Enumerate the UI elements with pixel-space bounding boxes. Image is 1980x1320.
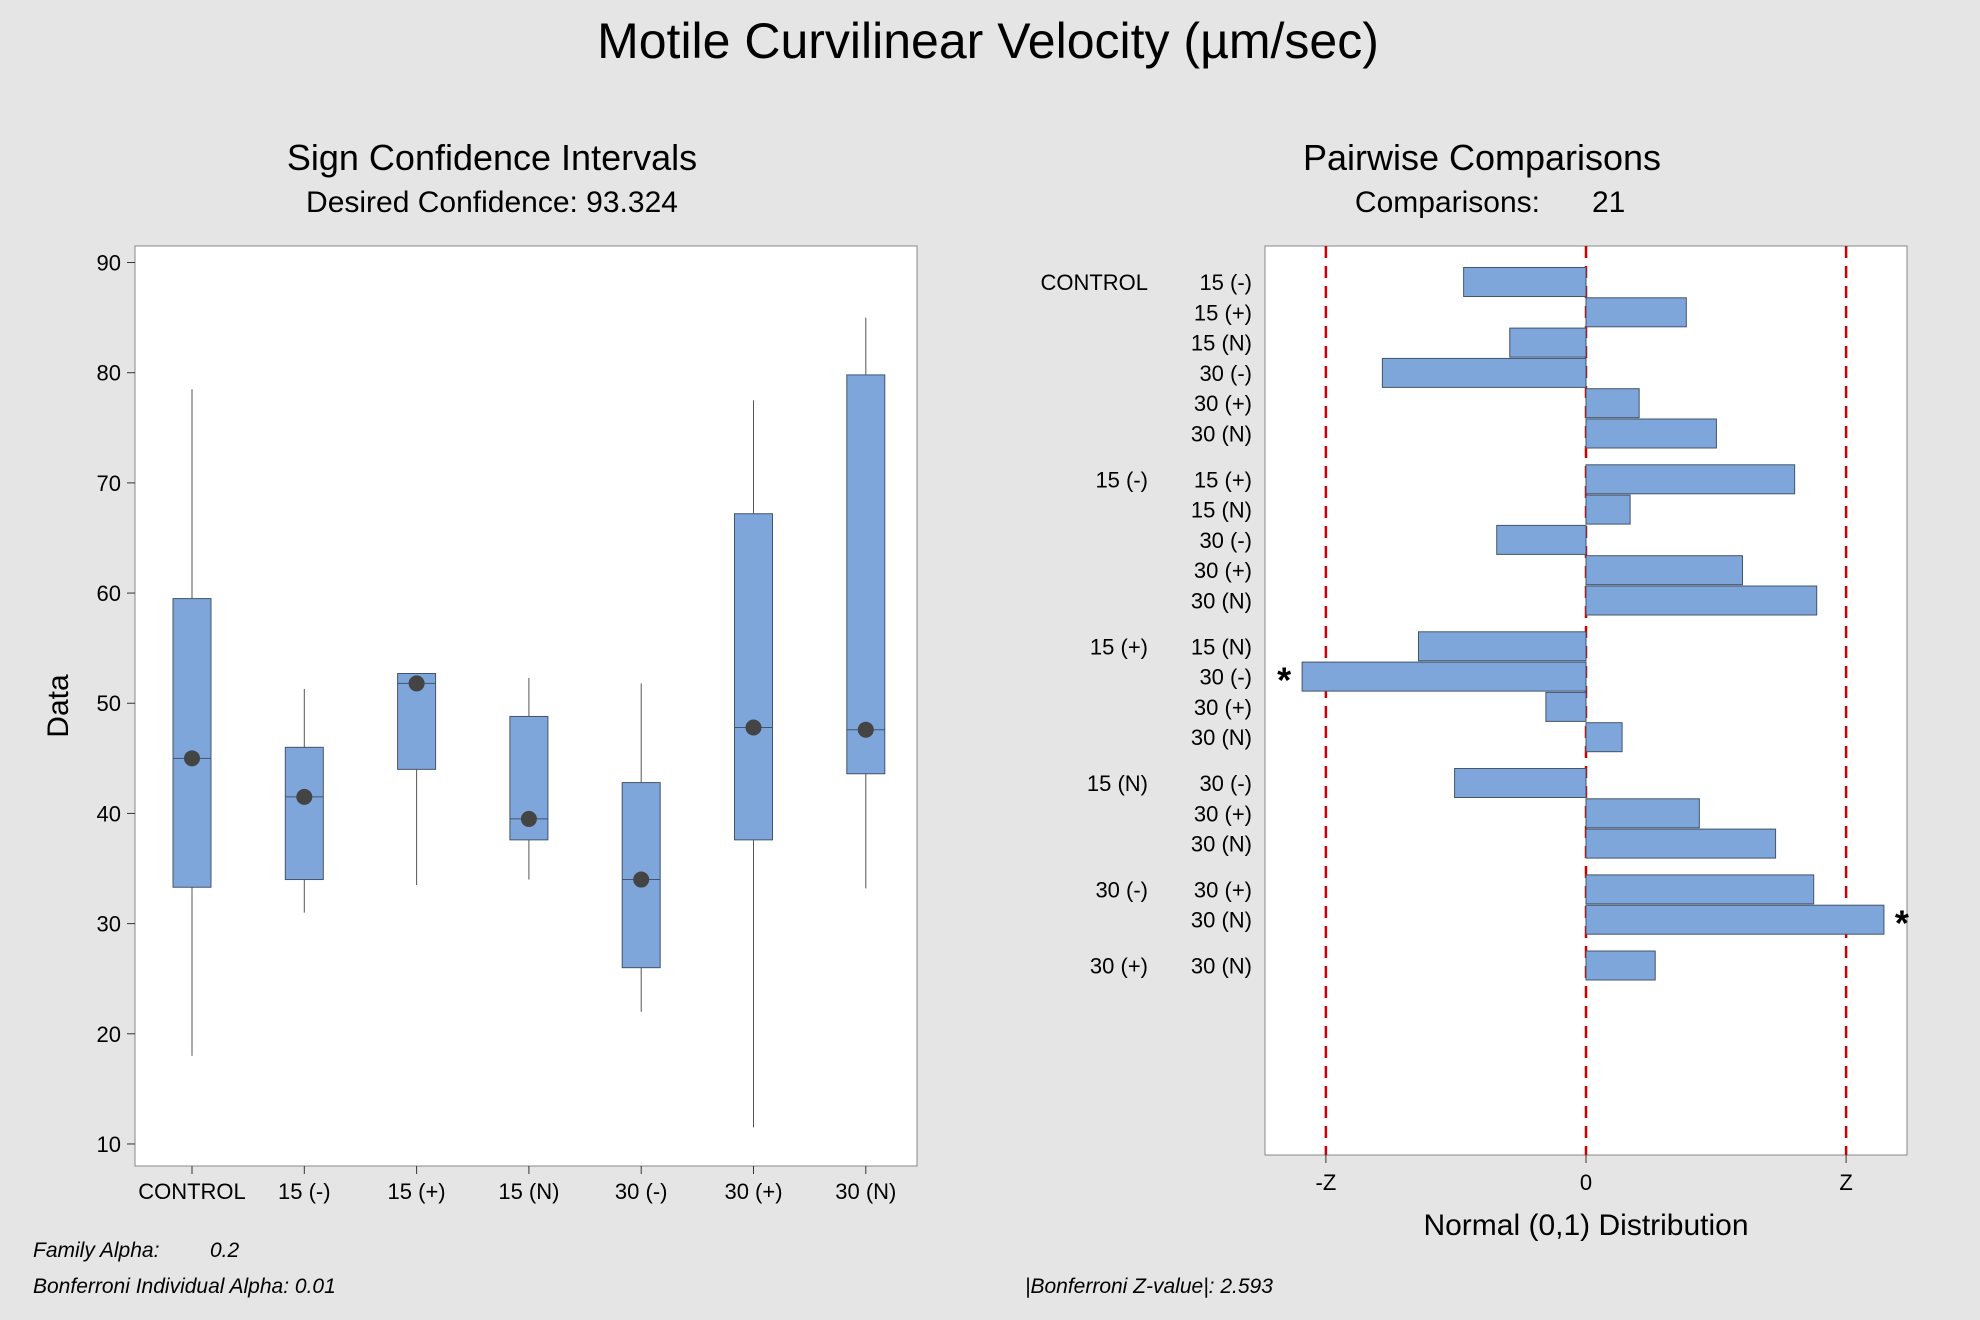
- median-point: [296, 788, 313, 805]
- comparison-bar: [1454, 768, 1587, 798]
- comparison-bar: [1585, 950, 1656, 981]
- comparison-label: 30 (N): [1191, 832, 1252, 857]
- y-tick-label: 20: [97, 1022, 121, 1047]
- y-tick-label: 40: [97, 801, 121, 826]
- right-panel-subtitle-label: Comparisons:: [1355, 186, 1540, 219]
- comparison-label: 15 (N): [1191, 634, 1252, 659]
- box-control: [172, 598, 212, 888]
- figure-title: Motile Curvilinear Velocity (µm/sec): [597, 13, 1379, 69]
- x-tick-label: 15 (+): [388, 1179, 446, 1204]
- x-tick-label: 0: [1580, 1170, 1592, 1195]
- x-tick-label: -Z: [1316, 1170, 1337, 1195]
- comparison-bar: [1417, 631, 1587, 662]
- right-panel-title: Pairwise Comparisons: [1303, 137, 1661, 178]
- median-point: [633, 871, 650, 888]
- group-label: 15 (-): [1095, 467, 1148, 492]
- pairwise-comparisons-panel: -Z 0 Z Normal (0,1) Distribution CONTROL 15 (…: [1040, 245, 1909, 1242]
- x-tick-label: 15 (N): [498, 1179, 559, 1204]
- comparison-label: 30 (+): [1194, 801, 1252, 826]
- x-tick-label: 30 (N): [835, 1179, 896, 1204]
- left-panel-subtitle: Desired Confidence: 93.324: [306, 186, 678, 219]
- x-tick-label: CONTROL: [138, 1179, 246, 1204]
- plot-area: [134, 245, 918, 1167]
- left-panel-title: Sign Confidence Intervals: [287, 137, 697, 178]
- comparison-bar: [1496, 524, 1587, 555]
- x-tick-label: 30 (-): [615, 1179, 668, 1204]
- median-point: [184, 750, 200, 767]
- comparison-label: 15 (-): [1199, 270, 1252, 295]
- box-plot-panel: 10 20 30 40 50 60 70 80 90 Data CONTROL 15 (-) 15 (+…: [42, 245, 918, 1204]
- significance-marker: *: [1895, 903, 1909, 944]
- group-label: CONTROL: [1040, 270, 1148, 295]
- comparison-bar: [1585, 798, 1700, 829]
- comparison-bar: [1301, 661, 1587, 692]
- comparison-label: 30 (+): [1194, 877, 1252, 902]
- x-tick-label: Z: [1839, 1170, 1852, 1195]
- y-tick-label: 30: [97, 912, 121, 937]
- comparison-label: 30 (+): [1194, 558, 1252, 583]
- group-label: 15 (+): [1090, 634, 1148, 659]
- comparison-bar: [1585, 297, 1687, 328]
- y-tick-label: 10: [97, 1132, 121, 1157]
- comparison-label: 30 (+): [1194, 695, 1252, 720]
- comparison-label: 15 (+): [1194, 467, 1252, 492]
- comparison-bar: [1585, 494, 1631, 525]
- median-point: [520, 810, 537, 827]
- box-30-: [734, 513, 773, 841]
- comparison-label: 15 (N): [1191, 331, 1252, 356]
- median-point: [408, 675, 425, 692]
- x-tick-label: 15 (-): [278, 1179, 331, 1204]
- comparison-bar: [1585, 874, 1815, 905]
- comparison-bar: [1585, 722, 1623, 753]
- significance-marker: *: [1277, 660, 1291, 701]
- comparison-label: 30 (-): [1199, 771, 1252, 796]
- comparison-bar: [1585, 388, 1640, 419]
- group-label: 15 (N): [1087, 771, 1148, 796]
- comparison-label: 15 (N): [1191, 498, 1252, 523]
- group-label: 30 (-): [1095, 877, 1148, 902]
- family-alpha-label: Family Alpha:: [33, 1239, 159, 1262]
- x-axis-label: Normal (0,1) Distribution: [1423, 1209, 1748, 1242]
- comparison-bar: [1381, 357, 1587, 388]
- comparison-bar: [1585, 464, 1796, 495]
- y-tick-label: 90: [97, 251, 121, 276]
- box-30-n-: [846, 374, 886, 775]
- comparison-label: 30 (-): [1199, 361, 1252, 386]
- group-label: 30 (+): [1090, 954, 1148, 979]
- comparison-bar: [1585, 828, 1777, 859]
- comparison-bar: [1545, 691, 1587, 722]
- comparison-bar: [1585, 555, 1743, 586]
- bonferroni-alpha-note: Bonferroni Individual Alpha: 0.01: [33, 1275, 336, 1298]
- comparison-label: 30 (N): [1191, 954, 1252, 979]
- comparison-bar: [1585, 418, 1717, 449]
- median-point: [745, 719, 762, 736]
- comparison-label: 30 (-): [1199, 665, 1252, 690]
- comparison-label: 30 (N): [1191, 589, 1252, 614]
- y-tick-label: 70: [97, 471, 121, 496]
- comparison-label: 30 (-): [1199, 528, 1252, 553]
- comparison-bar: [1509, 327, 1587, 358]
- comparison-label: 30 (+): [1194, 391, 1252, 416]
- y-tick-label: 80: [97, 361, 121, 386]
- bonferroni-z-note: |Bonferroni Z-value|: 2.593: [1025, 1275, 1273, 1298]
- y-tick-label: 50: [97, 691, 121, 716]
- y-tick-label: 60: [97, 581, 121, 606]
- box-15-: [284, 746, 324, 881]
- comparison-bar: [1585, 904, 1885, 935]
- comparison-label: 30 (N): [1191, 908, 1252, 933]
- comparison-bar: [1585, 585, 1818, 616]
- comparison-label: 30 (N): [1191, 725, 1252, 750]
- right-panel-subtitle-value: 21: [1592, 186, 1625, 219]
- comparison-label: 15 (+): [1194, 300, 1252, 325]
- comparison-label: 30 (N): [1191, 422, 1252, 447]
- y-axis-label: Data: [42, 674, 75, 738]
- family-alpha-value: 0.2: [210, 1239, 240, 1262]
- x-tick-label: 30 (+): [724, 1179, 782, 1204]
- median-point: [857, 721, 874, 738]
- comparison-bar: [1463, 267, 1587, 297]
